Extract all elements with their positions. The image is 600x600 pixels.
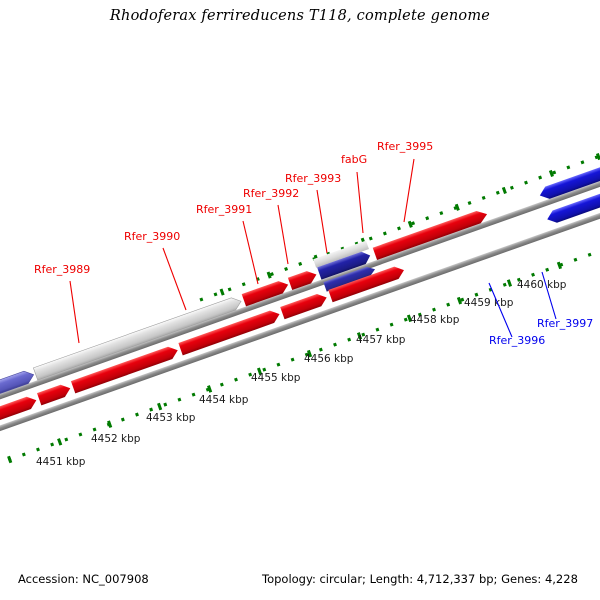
backbone-upper	[0, 141, 600, 435]
gene-label-rfer-3997[interactable]: Rfer_3997	[537, 317, 593, 330]
ruler-tick-label: 4457 kbp	[356, 334, 406, 346]
gene-purple-forward[interactable]	[0, 369, 36, 423]
reverse-strand-track[interactable]	[0, 115, 600, 446]
gene-red-rfer-3995[interactable]	[372, 208, 490, 260]
gene-red-lower-6[interactable]	[328, 264, 406, 303]
leader-line-rfer-3993	[316, 189, 328, 254]
gene-red-lower-1[interactable]	[0, 394, 39, 446]
leader-line-fabg	[356, 171, 364, 234]
ruler-tick-label: 4451 kbp	[36, 456, 86, 468]
gene-blue-upper-1[interactable]	[538, 166, 600, 202]
gene-red-lower-2[interactable]	[37, 382, 72, 406]
gene-red-rfer-3991[interactable]	[241, 278, 291, 307]
leader-line-rfer-3996	[488, 282, 513, 338]
gene-navy-lower[interactable]	[323, 264, 376, 292]
gene-label-rfer-3990[interactable]: Rfer_3990	[124, 230, 180, 243]
backbone-lower	[0, 170, 600, 463]
genome-stats-text: Topology: circular; Length: 4,712,337 bp…	[262, 572, 578, 586]
leader-line-rfer-3991	[242, 220, 259, 285]
page-title: Rhodoferax ferrireducens T118, complete …	[109, 8, 491, 24]
gene-navy-fabg[interactable]	[317, 249, 372, 280]
ruler-tick-label: 4454 kbp	[199, 394, 249, 406]
leader-line-rfer-3990	[162, 247, 187, 311]
gene-red-lower-3[interactable]	[70, 344, 180, 394]
gene-label-rfer-3995[interactable]: Rfer_3995	[377, 140, 433, 153]
ruler-tick-label: 4456 kbp	[304, 353, 354, 365]
gene-label-rfer-3993[interactable]: Rfer_3993	[285, 172, 341, 185]
ruler-tick-label: 4453 kbp	[146, 412, 196, 424]
genome-track-group[interactable]	[0, 92, 600, 463]
gene-red-rfer-3992[interactable]	[287, 268, 319, 291]
gene-highlight-halo	[313, 240, 369, 268]
leader-line-rfer-3995	[403, 158, 415, 223]
ruler-tick-label: 4458 kbp	[410, 314, 460, 326]
gene-label-texts[interactable]: Rfer_3989 Rfer_3990 Rfer_3991 Rfer_3992 …	[34, 140, 593, 347]
gene-red-lower-5[interactable]	[280, 291, 329, 320]
gene-label-rfer-3996[interactable]: Rfer_3996	[489, 334, 545, 347]
gene-label-fabg[interactable]: fabG	[341, 153, 367, 166]
leader-line-rfer-3992	[277, 204, 289, 265]
forward-strand-track[interactable]	[0, 113, 600, 423]
ruler-tick-label: 4452 kbp	[91, 433, 141, 445]
leader-line-rfer-3997	[541, 271, 557, 320]
gene-label-leaders	[69, 158, 557, 344]
gene-red-lower-4[interactable]	[178, 308, 281, 356]
ruler-tick-label: 4460 kbp	[517, 279, 567, 291]
gene-label-rfer-3991[interactable]: Rfer_3991	[196, 203, 252, 216]
gene-gray-rfer-3990[interactable]	[32, 295, 243, 381]
gene-label-rfer-3989[interactable]: Rfer_3989	[34, 263, 90, 276]
ruler-tick-label: 4455 kbp	[251, 372, 301, 384]
ruler-tick-labels: 4451 kbp 4452 kbp 4453 kbp 4454 kbp 4455…	[36, 279, 567, 468]
leader-line-rfer-3989	[69, 280, 80, 344]
accession-text: Accession: NC_007908	[18, 572, 149, 586]
gene-blue-lower-1[interactable]	[545, 183, 600, 226]
gene-label-rfer-3992[interactable]: Rfer_3992	[243, 187, 299, 200]
ruler-tick-label: 4459 kbp	[464, 297, 514, 309]
